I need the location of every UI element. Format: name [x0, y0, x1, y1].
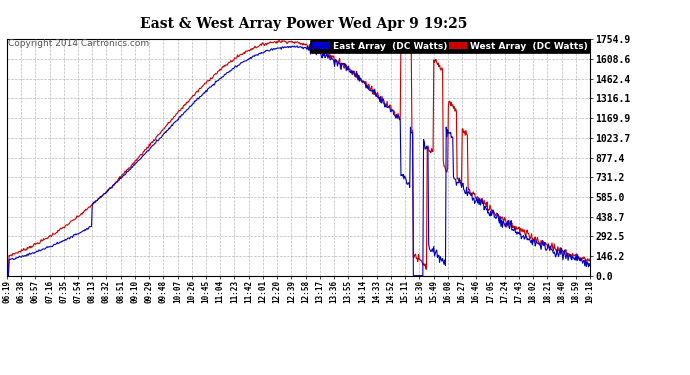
Text: East & West Array Power Wed Apr 9 19:25: East & West Array Power Wed Apr 9 19:25 — [140, 17, 467, 31]
Text: Copyright 2014 Cartronics.com: Copyright 2014 Cartronics.com — [8, 39, 150, 48]
Legend: East Array  (DC Watts), West Array  (DC Watts): East Array (DC Watts), West Array (DC Wa… — [310, 39, 590, 53]
